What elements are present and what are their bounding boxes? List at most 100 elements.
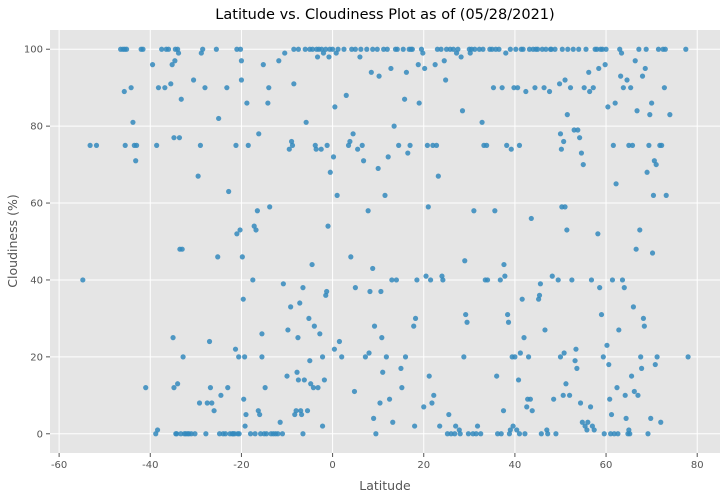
data-point — [383, 354, 389, 360]
data-point — [549, 273, 555, 279]
data-point — [222, 431, 229, 437]
data-point — [239, 254, 245, 260]
y-tick-label: 40 — [30, 275, 43, 286]
data-point — [172, 58, 178, 64]
data-point — [257, 431, 264, 437]
data-point — [503, 50, 509, 56]
data-point — [618, 50, 625, 56]
data-point — [630, 304, 637, 310]
data-point — [430, 142, 436, 148]
data-point — [326, 54, 332, 60]
data-point — [309, 261, 315, 268]
data-point — [398, 365, 404, 371]
data-point — [207, 385, 214, 391]
data-point — [236, 431, 242, 437]
data-point — [332, 104, 338, 110]
data-point — [453, 423, 459, 429]
data-point — [635, 392, 641, 398]
data-point — [611, 431, 617, 437]
data-point — [240, 296, 246, 302]
data-point — [324, 288, 330, 295]
data-point — [348, 254, 354, 260]
data-point — [636, 46, 642, 52]
data-point — [256, 131, 262, 137]
data-point — [641, 323, 647, 329]
data-point — [537, 281, 544, 287]
data-point — [561, 138, 567, 145]
data-point — [562, 77, 568, 83]
data-point — [133, 158, 139, 164]
data-point — [320, 50, 327, 56]
data-point — [252, 431, 258, 437]
data-point — [405, 150, 411, 156]
data-point — [128, 85, 134, 91]
data-point — [200, 46, 206, 52]
data-point — [335, 46, 341, 52]
data-point — [188, 431, 194, 437]
data-point — [381, 46, 387, 52]
data-point — [591, 427, 597, 433]
data-point — [634, 108, 640, 114]
data-point — [154, 142, 160, 148]
chart-title: Latitude vs. Cloudiness Plot as of (05/2… — [215, 7, 554, 23]
data-point — [373, 431, 379, 437]
data-point — [308, 381, 314, 387]
data-point — [446, 411, 452, 418]
data-point — [498, 431, 504, 437]
data-point — [501, 261, 507, 268]
data-point — [511, 85, 517, 91]
data-point — [324, 142, 330, 148]
x-tick-label: -60 — [51, 460, 67, 471]
data-point — [508, 146, 514, 152]
data-point — [515, 85, 521, 91]
data-point — [384, 46, 390, 52]
data-point — [584, 427, 590, 433]
data-point — [527, 396, 533, 402]
data-point — [216, 115, 222, 122]
data-point — [171, 385, 177, 391]
data-point — [295, 46, 302, 52]
data-point — [450, 46, 456, 52]
x-axis-ticks: -60 -40 -20 0 20 40 60 80 — [51, 453, 704, 471]
data-point — [610, 142, 616, 148]
y-tick-label: 100 — [24, 45, 43, 56]
data-point — [80, 277, 86, 283]
data-point — [602, 62, 608, 68]
data-point — [521, 335, 527, 341]
data-point — [330, 154, 337, 160]
data-point — [484, 142, 490, 148]
data-point — [478, 431, 484, 437]
data-point — [280, 281, 286, 287]
data-point — [289, 142, 296, 148]
data-point — [385, 154, 391, 160]
data-point — [455, 46, 461, 52]
data-point — [303, 119, 309, 125]
data-point — [536, 292, 543, 298]
data-point — [377, 400, 383, 406]
data-point — [459, 108, 466, 114]
data-point — [438, 46, 444, 52]
data-point — [195, 173, 201, 179]
data-point — [563, 381, 569, 387]
data-point — [570, 46, 576, 52]
data-point — [598, 311, 605, 318]
data-point — [415, 62, 421, 68]
x-tick-label: -40 — [142, 460, 158, 471]
data-point — [631, 388, 637, 395]
data-point — [557, 131, 564, 137]
data-point — [596, 65, 602, 72]
data-point — [285, 327, 291, 333]
data-point — [564, 227, 570, 233]
data-point — [560, 392, 566, 398]
data-point — [399, 385, 405, 391]
data-point — [458, 54, 464, 60]
data-point — [318, 146, 324, 152]
data-point — [304, 408, 311, 414]
data-point — [403, 69, 410, 75]
data-point — [376, 73, 382, 79]
data-point — [244, 100, 250, 106]
data-point — [472, 46, 478, 52]
data-point — [443, 46, 450, 52]
data-point — [352, 285, 358, 291]
data-point — [649, 100, 655, 106]
